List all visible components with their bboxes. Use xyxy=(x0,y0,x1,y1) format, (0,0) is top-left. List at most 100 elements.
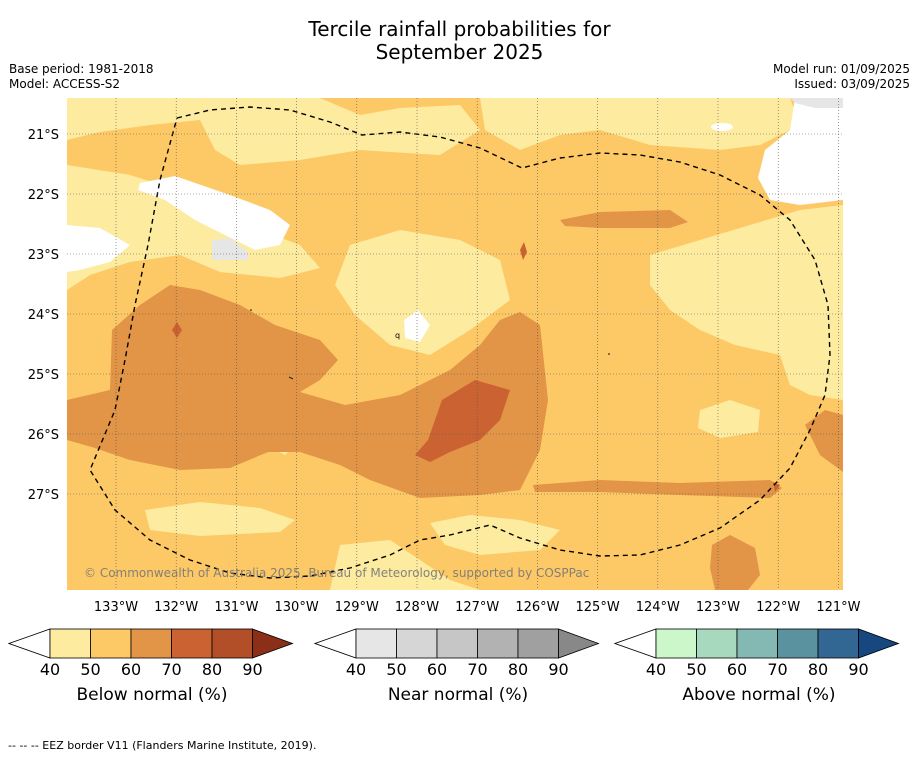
probability-map: 21°S22°S23°S24°S25°S26°S27°S 133°W 132°W 1… xyxy=(28,98,861,615)
region-light-north xyxy=(67,98,480,165)
model-run: Model run: 01/09/2025 xyxy=(772,62,910,76)
colorbar-segment xyxy=(49,628,91,659)
region-grey-northeast xyxy=(790,98,843,108)
colorbar-segment xyxy=(777,628,819,659)
map-title: Tercile rainfall probabilities for Septe… xyxy=(0,18,919,64)
meta-right: Model run: 01/09/2025 Issued: 03/09/2025 xyxy=(773,62,910,92)
colorbar-segment xyxy=(90,628,132,659)
near-normal-title: Near normal (%) xyxy=(387,685,529,705)
region-light-southeast xyxy=(698,400,760,438)
colorbar-tick-label: 40 xyxy=(39,660,61,679)
region-dark-spot-north xyxy=(520,242,527,260)
region-dark-spot-west xyxy=(172,322,182,338)
lat-tick-label: 23°S xyxy=(28,248,59,263)
colorbar-tick-label: 60 xyxy=(120,660,142,679)
model-name: Model: ACCESS-S2 xyxy=(9,77,121,91)
issued-date: Issued: 03/09/2025 xyxy=(794,77,910,91)
lat-tick-label: 26°S xyxy=(28,428,59,443)
colorbar-tick-label: 80 xyxy=(507,660,529,679)
stray-dot xyxy=(608,353,610,355)
colorbar-tick-label: 90 xyxy=(242,660,263,679)
lon-tick-label: 125°W xyxy=(576,600,620,615)
region-mid-south xyxy=(710,535,760,590)
stray-dot-2 xyxy=(250,309,252,311)
region-mid-east xyxy=(805,410,843,472)
lon-tick-label: 131°W xyxy=(214,600,258,615)
near-normal-colorbar xyxy=(314,628,600,659)
colorbar-segment xyxy=(817,628,859,659)
colorbar-segment xyxy=(477,628,519,659)
region-white-west xyxy=(67,225,130,272)
lon-tick-label: 130°W xyxy=(275,600,319,615)
colorbar-tick-label: 70 xyxy=(767,660,788,679)
colorbar-tick-label: 50 xyxy=(386,660,407,679)
colorbar-segment xyxy=(436,628,478,659)
region-light-southcenter xyxy=(430,515,560,555)
colorbar-min-extend xyxy=(614,628,657,659)
region-light-west xyxy=(67,165,320,290)
lat-tick-label: 22°S xyxy=(28,188,59,203)
colorbar-segment xyxy=(517,628,559,659)
colorbar-min-extend xyxy=(8,628,51,659)
colorbar-tick-label: 70 xyxy=(161,660,182,679)
colorbar-segment xyxy=(655,628,697,659)
region-light-east xyxy=(650,205,843,400)
colorbar-segment xyxy=(696,628,738,659)
graticule xyxy=(67,98,843,590)
meta-left: Base period: 1981-2018 Model: ACCESS-S2 xyxy=(9,62,154,92)
map-fill-layer xyxy=(67,98,843,590)
colorbar-segment xyxy=(355,628,397,659)
colorbar-tick-label: 90 xyxy=(848,660,869,679)
colorbar-tick-label: 40 xyxy=(345,660,367,679)
colorbar-max-extend xyxy=(252,628,294,659)
eez-border xyxy=(89,106,831,579)
region-grey-west xyxy=(212,238,248,260)
colorbar-segment xyxy=(736,628,778,659)
lon-tick-label: 124°W xyxy=(636,600,680,615)
base-period: Base period: 1981-2018 xyxy=(9,62,154,76)
lat-tick-label: 27°S xyxy=(28,488,59,503)
stray-tick xyxy=(288,376,294,380)
below-normal-title: Below normal (%) xyxy=(76,685,228,705)
colorbar-tick-label: 70 xyxy=(467,660,488,679)
title-line-2: September 2025 xyxy=(375,40,544,64)
lon-tick-label: 122°W xyxy=(756,600,800,615)
title-line-1: Tercile rainfall probabilities for xyxy=(308,17,611,41)
below-normal-colorbar xyxy=(8,628,294,659)
colorbar-segment xyxy=(211,628,253,659)
colorbar-tick-label: 50 xyxy=(80,660,101,679)
above-normal-title: Above normal (%) xyxy=(682,685,836,705)
region-white-northeast xyxy=(758,98,843,205)
colorbar-max-extend xyxy=(558,628,600,659)
region-light-southwest xyxy=(145,502,295,536)
longitude-labels: 133°W 132°W 131°W 130°W 129°W 128°W 127°W 126°W… xyxy=(94,600,861,615)
lon-tick-label: 123°W xyxy=(696,600,740,615)
colorbar-max-extend xyxy=(858,628,900,659)
region-light-northeast xyxy=(480,98,800,150)
lon-tick-label: 126°W xyxy=(515,600,559,615)
region-white-spot xyxy=(711,123,733,131)
lat-tick-label: 21°S xyxy=(28,128,59,143)
colorbar-segment xyxy=(130,628,172,659)
colorbar-segment xyxy=(396,628,438,659)
above-normal-colorbar xyxy=(614,628,900,659)
lon-tick-label: 129°W xyxy=(335,600,379,615)
copyright-text: © Commonwealth of Australia 2025, Bureau… xyxy=(84,566,589,580)
stray-label: q xyxy=(395,331,400,340)
region-dark-center xyxy=(415,380,510,462)
region-light-south xyxy=(330,540,480,590)
colorbar-tick-label: 50 xyxy=(686,660,707,679)
lon-tick-label: 121°W xyxy=(816,600,860,615)
region-light-center xyxy=(335,230,510,355)
colorbar-tick-label: 60 xyxy=(426,660,448,679)
lon-tick-label: 132°W xyxy=(154,600,198,615)
lat-tick-label: 25°S xyxy=(28,368,59,383)
colorbar-tick-label: 40 xyxy=(645,660,667,679)
colorbar-tick-label: 60 xyxy=(726,660,748,679)
colorbar-tick-label: 80 xyxy=(807,660,829,679)
colorbar-tick-label: 80 xyxy=(201,660,223,679)
region-mid-southeast-streak xyxy=(533,480,782,498)
eez-footnote: -- -- -- EEZ border V11 (Flanders Marine… xyxy=(8,739,317,752)
latitude-labels: 21°S 22°S 23°S 24°S 25°S 26°S 27°S xyxy=(28,128,59,503)
colorbar-segment xyxy=(171,628,213,659)
